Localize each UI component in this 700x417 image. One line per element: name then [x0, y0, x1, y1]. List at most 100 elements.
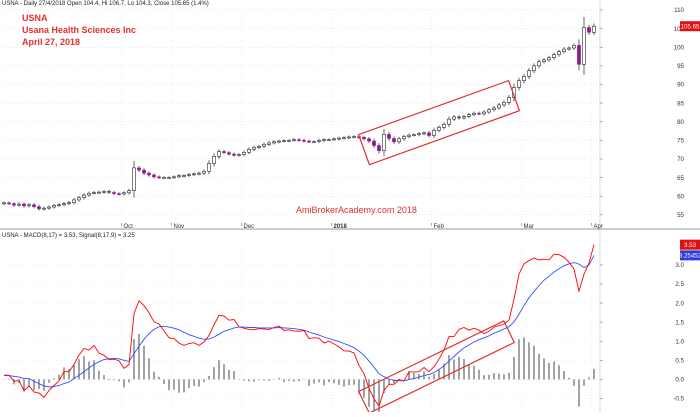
price-candles [2, 16, 596, 211]
candle-body [587, 27, 591, 33]
candle-body [177, 175, 181, 178]
candle-body [232, 153, 236, 156]
macd-line [4, 244, 595, 408]
candle-body [502, 102, 506, 106]
date-tick-label: Mar [524, 224, 534, 230]
macd-y-axis: -0.5 0.0 0.5 1.0 1.5 2.0 2.5 3.0 [600, 262, 685, 403]
candle-body [492, 107, 496, 111]
price-tick-label: 80 [677, 119, 684, 126]
price-panel-header: USNA - Daily 27/4/2018 Open 104.4, Hi 10… [2, 1, 209, 7]
candle-body [22, 203, 26, 207]
candle-body [577, 45, 581, 65]
date-x-axis: Oct Nov Dec 2018 Feb Mar Apr [121, 223, 603, 230]
signal-line [4, 255, 595, 388]
candle-body [282, 140, 286, 142]
candle-body [47, 206, 51, 209]
candle-body [72, 199, 76, 203]
price-tick-label: 55 [677, 212, 684, 219]
candle-body [257, 146, 261, 148]
candle-body [417, 133, 421, 136]
candle-body [312, 141, 316, 143]
price-tick-label: 110 [674, 7, 684, 14]
annotation-company: Usana Health Sciences Inc [22, 25, 137, 35]
candle-body [187, 174, 191, 176]
date-tick-label: 2018 [334, 224, 348, 230]
candle-body [42, 207, 46, 210]
price-trend-box [357, 79, 521, 166]
signal-last-label-bg [680, 250, 700, 261]
candle-body [547, 57, 551, 61]
candle-body [482, 111, 486, 115]
date-tick-label: Feb [434, 224, 445, 230]
candle-body [412, 134, 416, 137]
candle-body [582, 27, 586, 65]
candle-body [182, 175, 186, 177]
candle-body [292, 139, 296, 141]
candle-body [557, 51, 561, 55]
candle-body [522, 76, 526, 82]
candle-body [287, 140, 291, 142]
candle-body [377, 145, 381, 152]
macd-tick-label: -0.5 [673, 396, 684, 403]
price-tick-label: 100 [674, 44, 685, 51]
candle-body [157, 176, 161, 179]
candle-body [347, 136, 351, 139]
candle-body [337, 137, 341, 140]
candle-body [447, 118, 451, 125]
date-tick-label: Dec [244, 224, 255, 230]
candle-body [142, 169, 146, 174]
candle-body [457, 116, 461, 119]
candle-body [352, 136, 356, 138]
candle-body [227, 152, 231, 155]
candle-body [497, 104, 501, 109]
candle-body [442, 124, 446, 128]
candle-body [262, 144, 266, 147]
candle-body [382, 134, 386, 152]
candle-body [12, 203, 16, 206]
candle-body [202, 171, 206, 174]
macd-panel-header: USNA - MACD(8,17) = 3.53, Signal(8,17,9)… [2, 233, 135, 239]
candle-body [317, 140, 321, 142]
candle-body [427, 132, 431, 136]
date-tick-label: Nov [174, 224, 185, 230]
candle-body [67, 202, 71, 204]
candle-body [302, 140, 306, 142]
candle-body [87, 192, 91, 196]
price-tick-label: 65 [677, 175, 684, 182]
price-tick-label: 105 [674, 26, 685, 33]
candle-body [437, 127, 441, 131]
macd-last-label: 3.53 [684, 242, 697, 249]
candle-body [212, 156, 216, 164]
candle-body [112, 192, 116, 194]
candle-body [272, 141, 276, 144]
last-value-labels: 105.65 3.53 3.25452 [679, 21, 700, 261]
candle-body [367, 138, 371, 142]
macd-tick-label: 2.5 [675, 281, 684, 288]
candle-body [207, 163, 211, 172]
candle-body [332, 138, 336, 141]
price-tick-label: 85 [677, 100, 684, 107]
macd-tick-label: 2.0 [675, 300, 684, 307]
signal-last-label: 3.25452 [679, 253, 700, 260]
macd-trend-box [357, 320, 516, 414]
candle-body [62, 203, 66, 206]
candle-body [517, 80, 521, 88]
candle-body [27, 204, 31, 207]
candle-body [237, 154, 241, 156]
candle-body [462, 116, 466, 119]
candle-body [507, 97, 511, 103]
candle-body [392, 138, 396, 143]
macd-last-label-bg [680, 239, 700, 250]
date-tick-label: Apr [594, 224, 603, 230]
macd-tick-label: 1.5 [675, 319, 684, 326]
candle-body [7, 202, 11, 205]
candle-body [562, 48, 566, 52]
candle-body [552, 54, 556, 58]
candle-body [32, 204, 36, 207]
macd-tick-label: 0.0 [675, 377, 684, 384]
candle-body [107, 191, 111, 193]
candle-body [117, 193, 121, 195]
macd-histogram [3, 333, 595, 412]
